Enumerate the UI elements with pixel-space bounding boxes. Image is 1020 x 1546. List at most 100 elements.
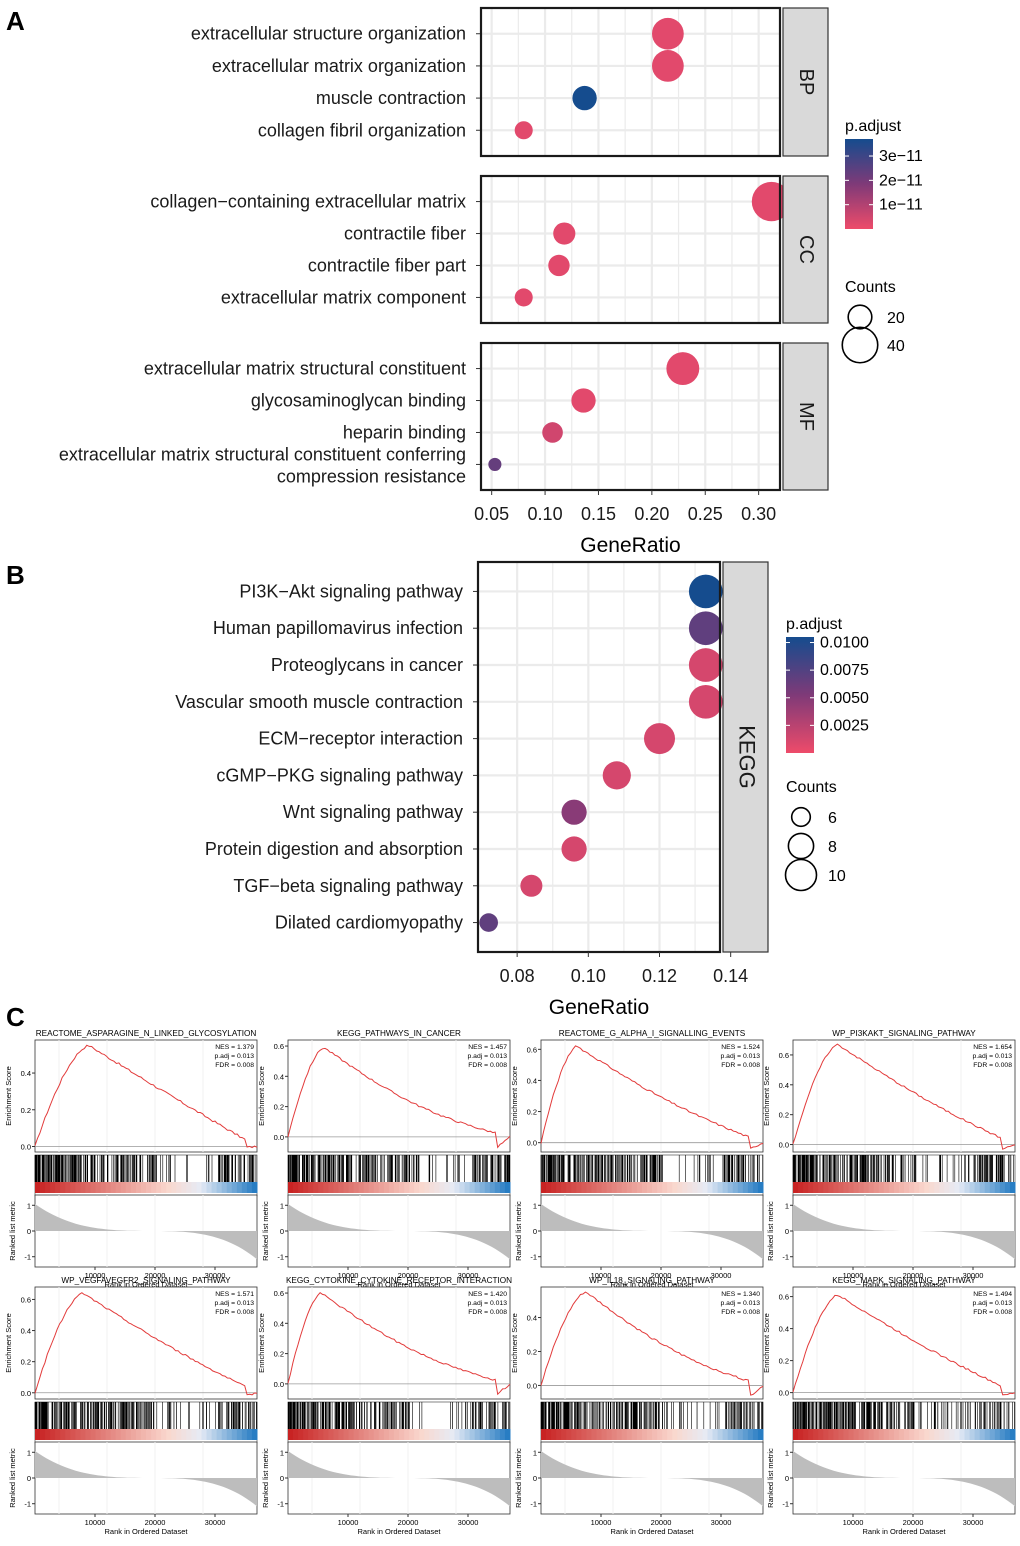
rank-color-segment bbox=[414, 1182, 420, 1193]
rank-color-segment bbox=[424, 1429, 430, 1440]
es-y-tick-label: 0.0 bbox=[779, 1141, 789, 1150]
rank-color-segment bbox=[652, 1429, 658, 1440]
panel-b-size-legend-title: Counts bbox=[786, 779, 837, 796]
gsea-title: REACTOME_G_ALPHA_I_SIGNALLING_EVENTS bbox=[559, 1029, 746, 1038]
rank-color-segment bbox=[636, 1429, 643, 1440]
rank-color-segment bbox=[373, 1182, 380, 1193]
rank-color-segment bbox=[803, 1182, 809, 1193]
rank-color-segment bbox=[1004, 1182, 1011, 1193]
rank-color-segment bbox=[140, 1182, 147, 1193]
rank-x-tick-label: 20000 bbox=[903, 1271, 924, 1280]
rank-x-tick-label: 10000 bbox=[591, 1271, 612, 1280]
es-y-tick-label: 0.2 bbox=[21, 1358, 31, 1367]
rank-color-segment bbox=[115, 1429, 122, 1440]
metric-y-tick-label: -1 bbox=[277, 1253, 284, 1262]
es-y-tick-label: 0.0 bbox=[21, 1389, 31, 1398]
facet-strip bbox=[782, 7, 829, 157]
rank-color-segment bbox=[419, 1182, 425, 1193]
es-y-tick-label: 0.0 bbox=[527, 1139, 537, 1148]
rank-color-segment bbox=[236, 1182, 243, 1193]
rank-color-segment bbox=[646, 1182, 653, 1193]
metric-y-tick-label: -1 bbox=[782, 1500, 789, 1509]
rank-color-segment bbox=[954, 1429, 960, 1440]
metric-y-tick-label: 1 bbox=[533, 1201, 537, 1210]
term-dot bbox=[479, 913, 498, 932]
rank-color-segment bbox=[251, 1429, 258, 1440]
rank-color-segment bbox=[621, 1182, 628, 1193]
rank-color-segment bbox=[388, 1429, 395, 1440]
rank-color-segment bbox=[893, 1429, 900, 1440]
metric-y-label: Ranked list metric bbox=[261, 1201, 270, 1261]
rank-color-segment bbox=[464, 1182, 471, 1193]
es-y-tick-label: 0.4 bbox=[527, 1076, 537, 1085]
rank-color-segment bbox=[444, 1182, 450, 1193]
rank-color-segment bbox=[434, 1182, 440, 1193]
rank-color-segment bbox=[110, 1182, 117, 1193]
rank-color-segment bbox=[105, 1182, 112, 1193]
padj-label: p.adj = 0.013 bbox=[215, 1300, 255, 1307]
term-dot bbox=[561, 836, 587, 862]
panel-b-size-legend-label: 8 bbox=[828, 839, 837, 856]
rank-color-segment bbox=[50, 1182, 56, 1193]
rank-color-segment bbox=[110, 1429, 117, 1440]
rank-color-segment bbox=[823, 1429, 829, 1440]
rank-color-segment bbox=[348, 1429, 355, 1440]
nes-label: NES = 1.379 bbox=[215, 1044, 254, 1051]
rank-color-segment bbox=[40, 1182, 46, 1193]
metric-area bbox=[793, 1204, 1015, 1260]
rank-color-segment bbox=[883, 1182, 890, 1193]
rank-color-segment bbox=[576, 1429, 582, 1440]
es-y-tick-label: 0.2 bbox=[527, 1108, 537, 1117]
rank-color-segment bbox=[672, 1429, 678, 1440]
rank-color-segment bbox=[216, 1429, 223, 1440]
rank-color-segment bbox=[712, 1182, 719, 1193]
es-y-tick-label: 0.4 bbox=[274, 1319, 284, 1328]
panel-a-go-dotplot: extracellular structure organization extr… bbox=[59, 6, 923, 557]
rank-color-segment bbox=[221, 1182, 228, 1193]
rank-color-segment bbox=[151, 1182, 157, 1193]
metric-y-tick-label: -1 bbox=[24, 1253, 31, 1262]
es-y-tick-label: 0.0 bbox=[21, 1142, 31, 1151]
rank-color-segment bbox=[652, 1182, 658, 1193]
rank-color-segment bbox=[409, 1429, 415, 1440]
panel-a-size-legend-title: Counts bbox=[845, 279, 896, 296]
rank-color-segment bbox=[707, 1429, 714, 1440]
term-label: cGMP−PKG signaling pathway bbox=[216, 765, 463, 785]
rank-color-segment bbox=[888, 1429, 895, 1440]
metric-y-tick-label: 0 bbox=[785, 1474, 789, 1483]
rank-color-segment bbox=[226, 1182, 233, 1193]
rank-color-segment bbox=[444, 1429, 450, 1440]
rank-color-segment bbox=[251, 1182, 258, 1193]
rank-color-segment bbox=[125, 1429, 132, 1440]
rank-color-segment bbox=[201, 1182, 208, 1193]
rank-color-segment bbox=[586, 1182, 592, 1193]
rank-color-segment bbox=[813, 1182, 819, 1193]
rank-color-segment bbox=[313, 1429, 319, 1440]
rank-x-tick-label: 20000 bbox=[651, 1518, 672, 1527]
es-curve bbox=[792, 1294, 1016, 1396]
rank-color-segment bbox=[546, 1182, 552, 1193]
rank-color-segment bbox=[231, 1182, 238, 1193]
rank-color-segment bbox=[898, 1182, 905, 1193]
rank-color-segment bbox=[742, 1182, 749, 1193]
gsea-plot: KEGG_MAPK_SIGNALING_PATHWAY 0.0 0.2 0.4 0.6 E… bbox=[762, 1276, 1016, 1536]
hit-lines bbox=[792, 1155, 1014, 1182]
rank-color-segment bbox=[944, 1429, 950, 1440]
rank-color-segment bbox=[196, 1182, 202, 1193]
rank-color-segment bbox=[969, 1429, 976, 1440]
term-dot bbox=[542, 422, 563, 443]
rank-x-tick-label: 10000 bbox=[591, 1518, 612, 1527]
rank-color-segment bbox=[348, 1182, 355, 1193]
rank-color-segment bbox=[611, 1429, 618, 1440]
rank-color-segment bbox=[581, 1429, 587, 1440]
rank-x-tick-label: 30000 bbox=[711, 1518, 732, 1527]
facet-strip-label: CC bbox=[795, 235, 817, 264]
facet-strip bbox=[782, 342, 829, 491]
rank-color-segment bbox=[100, 1182, 107, 1193]
rank-color-segment bbox=[60, 1182, 66, 1193]
rank-color-segment bbox=[732, 1182, 739, 1193]
metric-y-label: Ranked list metric bbox=[514, 1448, 523, 1508]
metric-y-label: Ranked list metric bbox=[8, 1448, 17, 1508]
rank-color-segment bbox=[489, 1182, 496, 1193]
rank-color-segment bbox=[146, 1429, 152, 1440]
